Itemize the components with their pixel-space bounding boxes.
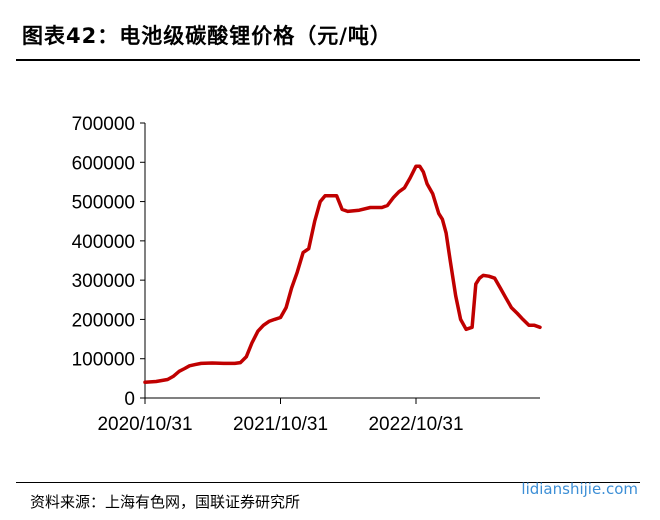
y-tick-label: 300000	[72, 271, 135, 292]
footer-divider	[16, 482, 640, 483]
y-tick-label: 600000	[72, 153, 135, 174]
watermark: lidianshijie.com	[521, 480, 638, 498]
line-chart: 0 100000 200000 300000 400000 500000 600000 700…	[72, 114, 542, 435]
y-tick-label: 200000	[72, 310, 135, 331]
chart-series	[143, 164, 542, 385]
y-tick-label: 500000	[72, 193, 135, 214]
x-tick-label: 2022/10/31	[368, 414, 463, 435]
y-tick-label: 100000	[72, 350, 135, 371]
chart-tick-labels: 0 100000 200000 300000 400000 500000 600000 700…	[72, 114, 464, 435]
y-tick-label: 700000	[72, 114, 135, 135]
title-divider	[16, 59, 640, 61]
series-line-0	[143, 164, 542, 385]
chart-title: 图表42：电池级碳酸锂价格（元/吨）	[22, 24, 392, 48]
source-note: 资料来源：上海有色网，国联证券研究所	[30, 493, 301, 511]
y-tick-label: 400000	[72, 232, 135, 253]
y-tick-label: 0	[124, 389, 135, 410]
x-tick-label: 2020/10/31	[97, 414, 192, 435]
x-tick-label: 2021/10/31	[233, 414, 328, 435]
chart-axes	[140, 122, 540, 404]
